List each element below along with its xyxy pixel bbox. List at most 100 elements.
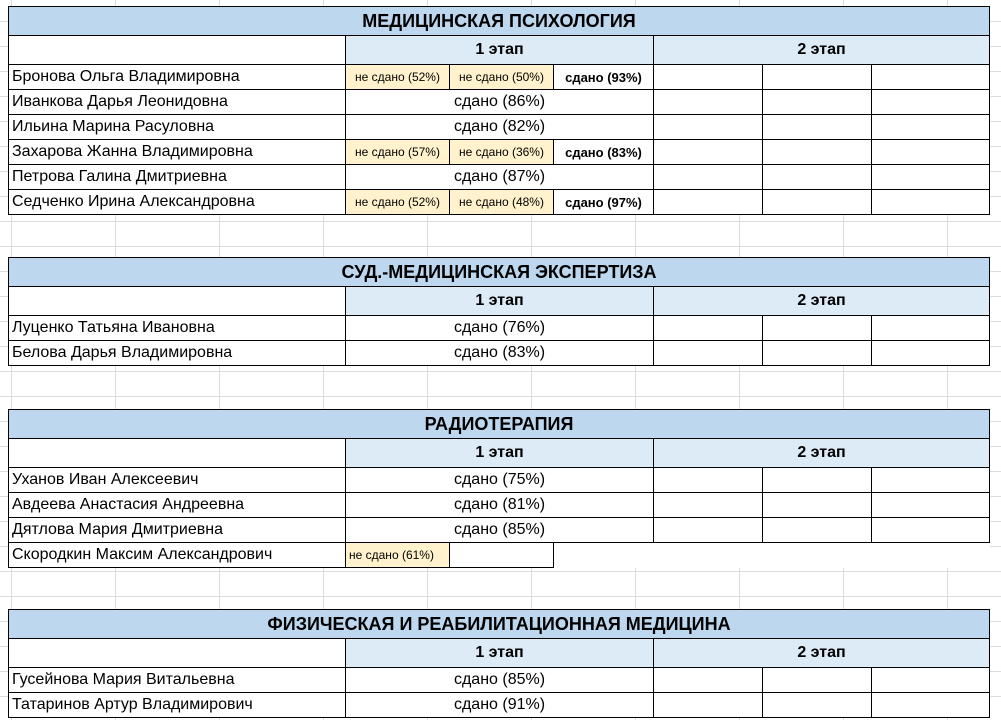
- stage-2-cell[interactable]: [762, 114, 872, 140]
- stage-2-cell[interactable]: [762, 139, 872, 165]
- student-name-cell[interactable]: Татаринов Артур Владимирович: [8, 692, 346, 718]
- stage-1-result-cell[interactable]: сдано (83%): [345, 340, 654, 366]
- attempt-3-cell[interactable]: сдано (83%): [553, 139, 654, 165]
- stage-2-cell[interactable]: [871, 517, 990, 543]
- stage-2-cell[interactable]: [653, 492, 763, 518]
- student-name-cell[interactable]: Луценко Татьяна Ивановна: [8, 315, 346, 341]
- section-title[interactable]: РАДИОТЕРАПИЯ: [8, 409, 990, 439]
- stage-2-header[interactable]: 2 этап: [653, 286, 990, 316]
- stage-2-cell[interactable]: [653, 139, 763, 165]
- header-name-cell[interactable]: [8, 438, 346, 468]
- stage-1-result-cell[interactable]: сдано (82%): [345, 114, 654, 140]
- student-name-cell[interactable]: Захарова Жанна Владимировна: [8, 139, 346, 165]
- stage-2-cell[interactable]: [871, 467, 990, 493]
- stage-1-result-cell[interactable]: сдано (91%): [345, 692, 654, 718]
- stage-1-result-cell[interactable]: сдано (86%): [345, 89, 654, 115]
- section-table-radiotherapy: РАДИОТЕРАПИЯ 1 этап 2 этап Уханов Иван А…: [8, 409, 990, 568]
- stage-2-cell[interactable]: [653, 467, 763, 493]
- student-name-cell[interactable]: Авдеева Анастасия Андреевна: [8, 492, 346, 518]
- header-name-cell[interactable]: [8, 286, 346, 316]
- attempt-2-cell[interactable]: не сдано (36%): [449, 139, 554, 165]
- stage-2-cell[interactable]: [870, 667, 991, 693]
- stage-1-result-cell[interactable]: сдано (76%): [345, 315, 654, 341]
- student-name-cell[interactable]: Гусейнова Мария Витальевна: [8, 667, 346, 693]
- stage-2-header[interactable]: 2 этап: [652, 35, 991, 65]
- stage-1-result-cell[interactable]: сдано (81%): [345, 492, 654, 518]
- stage-2-cell[interactable]: [653, 89, 763, 115]
- attempt-1-cell[interactable]: не сдано (61%): [345, 542, 450, 568]
- table-row: Татаринов Артур Владимирович сдано (91%): [8, 692, 991, 718]
- table-row: Луценко Татьяна Ивановна сдано (76%): [8, 315, 990, 341]
- student-name-cell[interactable]: Белова Дарья Владимировна: [8, 340, 346, 366]
- stage-2-cell[interactable]: [653, 315, 763, 341]
- student-name-cell[interactable]: Седченко Ирина Александровна: [8, 189, 346, 215]
- stage-2-cell[interactable]: [653, 692, 763, 718]
- section-title[interactable]: СУД.-МЕДИЦИНСКАЯ ЭКСПЕРТИЗА: [8, 257, 990, 287]
- student-name-cell[interactable]: Иванкова Дарья Леонидовна: [8, 89, 346, 115]
- attempt-2-cell[interactable]: не сдано (50%): [449, 64, 554, 90]
- stage-2-header[interactable]: 2 этап: [652, 638, 991, 668]
- stage-1-header[interactable]: 1 этап: [345, 286, 654, 316]
- student-name-cell[interactable]: Бронова Ольга Владимировна: [8, 64, 346, 90]
- stage-2-cell[interactable]: [653, 64, 763, 90]
- attempt-3-cell[interactable]: сдано (93%): [553, 64, 654, 90]
- stage-1-result-cell[interactable]: сдано (75%): [345, 467, 654, 493]
- stage-2-cell[interactable]: [871, 340, 990, 366]
- header-name-cell[interactable]: [8, 35, 346, 65]
- stage-2-header[interactable]: 2 этап: [653, 438, 990, 468]
- table-row: Иванкова Дарья Леонидовна сдано (86%): [8, 89, 991, 115]
- stage-2-cell[interactable]: [762, 667, 872, 693]
- attempt-1-cell[interactable]: не сдано (52%): [345, 64, 450, 90]
- stage-2-cell[interactable]: [653, 114, 763, 140]
- stage-2-cell[interactable]: [762, 64, 872, 90]
- student-name-cell[interactable]: Уханов Иван Алексеевич: [8, 467, 346, 493]
- stage-1-header[interactable]: 1 этап: [345, 438, 654, 468]
- attempt-1-cell[interactable]: не сдано (52%): [345, 189, 450, 215]
- stage-2-cell[interactable]: [870, 64, 991, 90]
- stage-2-cell[interactable]: [871, 315, 990, 341]
- section-title[interactable]: ФИЗИЧЕСКАЯ И РЕАБИЛИТАЦИОННАЯ МЕДИЦИНА: [7, 609, 991, 639]
- stage-2-cell[interactable]: [871, 492, 990, 518]
- stage-2-cell[interactable]: [762, 492, 872, 518]
- student-name-cell[interactable]: Ильина Марина Расуловна: [8, 114, 346, 140]
- stage-2-cell[interactable]: [653, 340, 763, 366]
- stage-2-cell[interactable]: [870, 139, 991, 165]
- stage-1-header[interactable]: 1 этап: [345, 638, 654, 668]
- attempt-3-cell[interactable]: сдано (97%): [553, 189, 654, 215]
- table-row: Бронова Ольга Владимировна не сдано (52%…: [8, 64, 991, 90]
- stage-2-cell[interactable]: [762, 340, 872, 366]
- stage-2-cell[interactable]: [870, 114, 991, 140]
- stage-1-result-cell[interactable]: сдано (85%): [345, 517, 654, 543]
- attempt-2-cell[interactable]: [449, 542, 554, 568]
- stage-1-result-cell[interactable]: сдано (87%): [345, 164, 654, 190]
- stage-2-cell[interactable]: [762, 164, 872, 190]
- stage-2-cell[interactable]: [870, 89, 991, 115]
- stage-2-cell[interactable]: [762, 467, 872, 493]
- empty-area: [554, 543, 990, 568]
- stage-2-cell[interactable]: [870, 164, 991, 190]
- header-name-cell[interactable]: [8, 638, 346, 668]
- section-title[interactable]: МЕДИЦИНСКАЯ ПСИХОЛОГИЯ: [7, 6, 991, 36]
- stage-2-cell[interactable]: [762, 692, 872, 718]
- stage-2-cell[interactable]: [762, 517, 872, 543]
- stage-1-header[interactable]: 1 этап: [345, 35, 654, 65]
- stage-2-cell[interactable]: [762, 189, 872, 215]
- stage-2-cell[interactable]: [653, 164, 763, 190]
- attempt-1-cell[interactable]: не сдано (57%): [345, 139, 450, 165]
- stage-2-cell[interactable]: [653, 189, 763, 215]
- student-name-cell[interactable]: Дятлова Мария Дмитриевна: [8, 517, 346, 543]
- stage-1-result-cell[interactable]: сдано (85%): [345, 667, 654, 693]
- student-name-cell[interactable]: Скородкин Максим Александрович: [8, 542, 346, 568]
- table-row: Гусейнова Мария Витальевна сдано (85%): [8, 667, 991, 693]
- stage-2-cell[interactable]: [653, 667, 763, 693]
- attempt-2-cell[interactable]: не сдано (48%): [449, 189, 554, 215]
- table-row: Уханов Иван Алексеевич сдано (75%): [8, 467, 990, 493]
- student-name-cell[interactable]: Петрова Галина Дмитриевна: [8, 164, 346, 190]
- stage-2-cell[interactable]: [870, 692, 991, 718]
- table-row: Белова Дарья Владимировна сдано (83%): [8, 340, 990, 366]
- stage-2-cell[interactable]: [762, 89, 872, 115]
- stage-2-cell[interactable]: [870, 189, 991, 215]
- stage-2-cell[interactable]: [762, 315, 872, 341]
- stage-2-cell[interactable]: [653, 517, 763, 543]
